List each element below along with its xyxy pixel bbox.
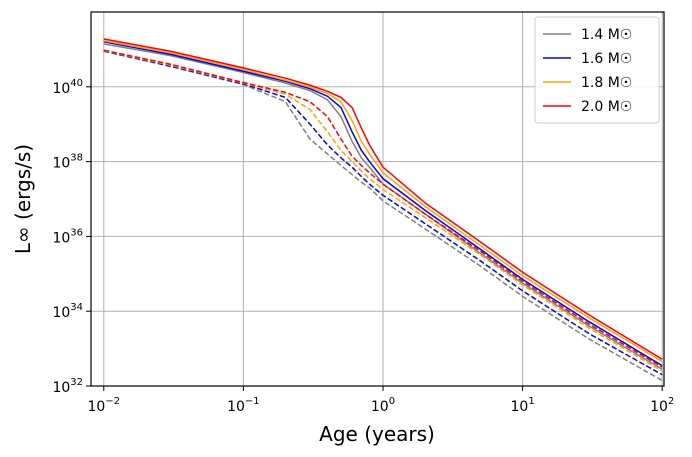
y-tick-label: 1032 [52, 377, 83, 396]
line [103, 50, 663, 376]
line [103, 49, 663, 368]
line [103, 49, 663, 372]
x-tick-label: 102 [650, 396, 674, 415]
y-tick-label-exp: 34 [70, 302, 83, 313]
y-tick-label-base: 10 [52, 81, 70, 97]
y-tick-label-exp: 38 [70, 153, 83, 164]
x-tick-label-base: 10 [371, 399, 389, 415]
legend-label: 2.0 M☉ [581, 99, 632, 115]
y-axis-label: L∞ (ergs/s) [11, 144, 35, 254]
y-tick-label-base: 10 [52, 305, 70, 321]
y-tick-label-exp: 36 [70, 227, 83, 238]
legend-box [534, 16, 660, 124]
line [103, 43, 663, 370]
y-tick-label: 1034 [52, 302, 83, 321]
x-axis-label: Age (years) [319, 422, 435, 446]
x-tick-label: 100 [371, 396, 395, 415]
x-tick-label-base: 10 [87, 399, 105, 415]
y-tick-label-base: 10 [52, 230, 70, 246]
x-tick-label-base: 10 [650, 399, 668, 415]
legend-label: 1.6 M☉ [581, 51, 632, 67]
x-tick-label-exp: 1 [528, 396, 534, 407]
x-tick-label-base: 10 [227, 399, 245, 415]
line [103, 38, 663, 360]
y-tick-label: 1040 [52, 78, 83, 97]
x-tick-label: 101 [510, 396, 534, 415]
y-tick-label-exp: 32 [70, 377, 83, 388]
x-tick-label-base: 10 [510, 399, 528, 415]
legend-label: 1.4 M☉ [581, 27, 632, 43]
x-tick-label: 10−1 [227, 396, 260, 415]
line [103, 40, 663, 363]
y-tick-label-base: 10 [52, 380, 70, 396]
y-tick-label: 1038 [52, 153, 83, 172]
x-tick-label-exp: −1 [245, 396, 260, 407]
x-tick-label-exp: 0 [389, 396, 395, 407]
plot-frame [90, 11, 665, 387]
y-tick-label-exp: 40 [70, 78, 83, 89]
line [103, 50, 663, 382]
y-tick-label-base: 10 [52, 156, 70, 172]
x-tick-label-exp: −2 [105, 396, 120, 407]
line [103, 41, 663, 367]
x-tick-label: 10−2 [87, 396, 120, 415]
x-tick-label-exp: 2 [668, 396, 674, 407]
legend-label: 1.8 M☉ [581, 75, 632, 91]
y-tick-label: 1036 [52, 227, 83, 246]
